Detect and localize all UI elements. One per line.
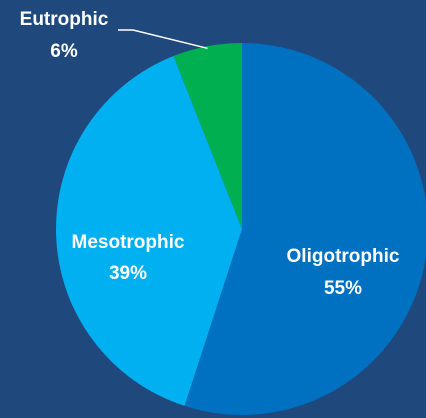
slice-oligotrophic <box>184 43 426 415</box>
label-oligotrophic-percent: 55% <box>324 278 362 299</box>
label-eutrophic-percent: 6% <box>50 41 78 62</box>
label-mesotrophic: Mesotrophic <box>72 232 185 253</box>
label-eutrophic: Eutrophic <box>20 9 109 30</box>
slice-mesotrophic <box>55 56 242 406</box>
pie-slices <box>55 43 426 415</box>
slice-eutrophic <box>173 43 242 229</box>
label-mesotrophic-percent: 39% <box>109 263 147 284</box>
label-oligotrophic: Oligotrophic <box>287 246 400 267</box>
slice-labels: Oligotrophic 55% Mesotrophic 39% Eutroph… <box>20 9 400 299</box>
eutrophic-leader-line <box>118 29 208 50</box>
